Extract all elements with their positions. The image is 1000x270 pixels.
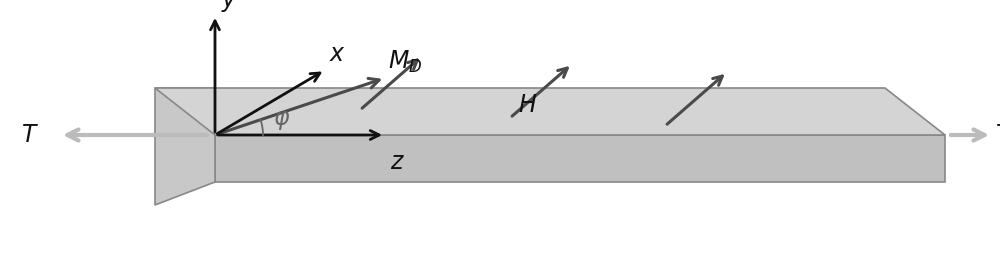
Polygon shape (155, 88, 215, 205)
Text: $T$: $T$ (21, 123, 39, 147)
Text: $M_D$: $M_D$ (388, 49, 422, 75)
Text: $T$: $T$ (995, 123, 1000, 147)
Text: $H$: $H$ (518, 93, 537, 117)
Polygon shape (215, 135, 945, 182)
Polygon shape (155, 88, 945, 135)
Text: x: x (330, 42, 344, 66)
Text: z: z (390, 150, 402, 174)
Text: y: y (222, 0, 236, 12)
Text: $\varphi$: $\varphi$ (273, 108, 291, 132)
